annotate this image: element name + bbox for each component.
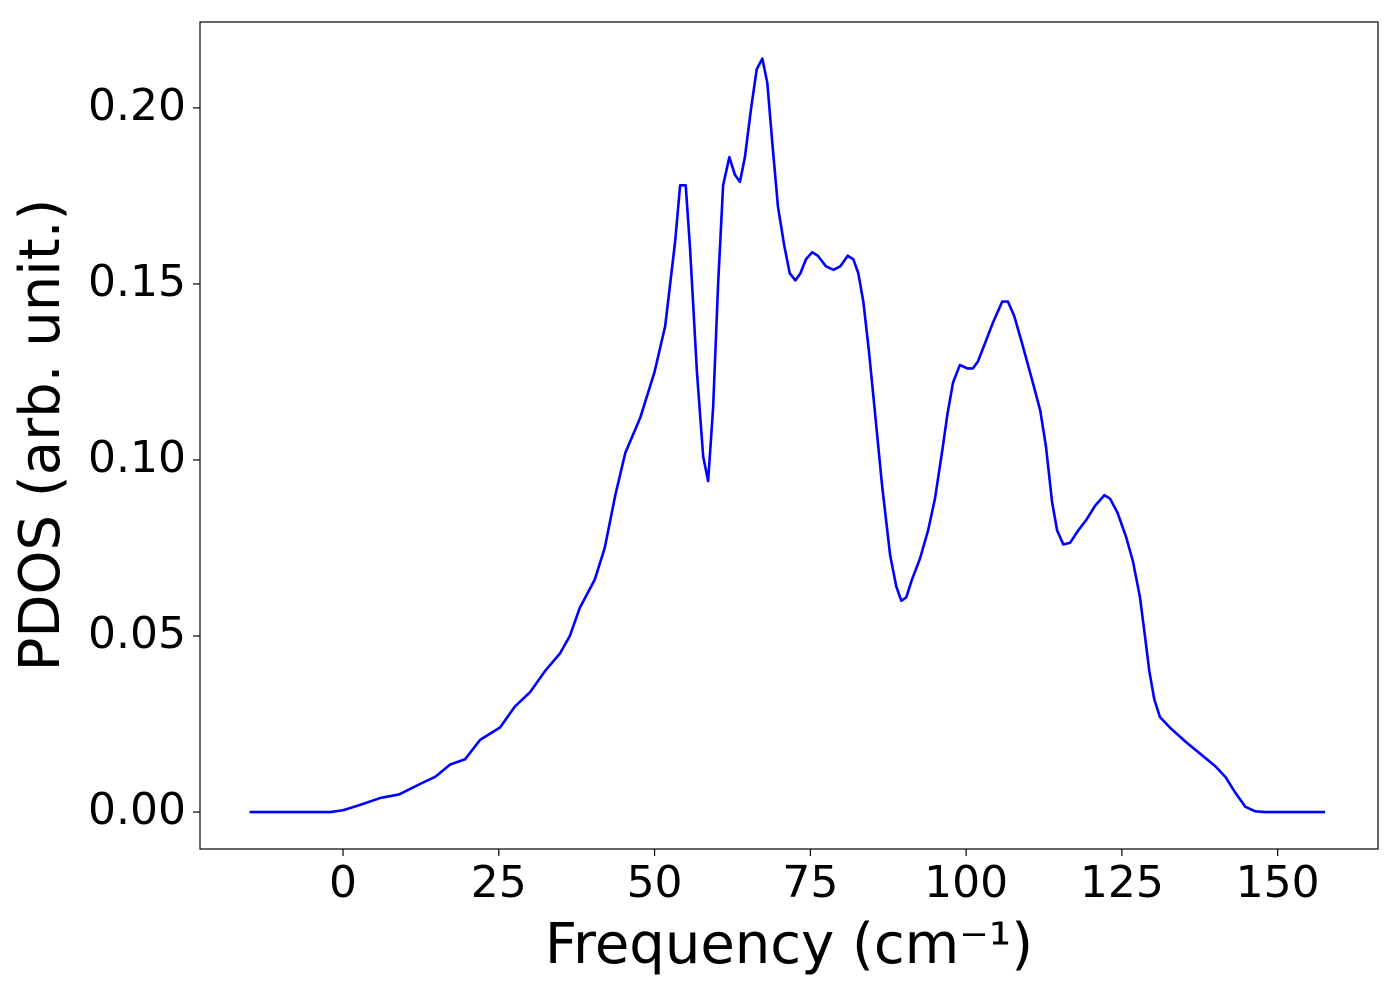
y-tick-label: 0.20 xyxy=(88,80,186,131)
y-tick-label: 0.15 xyxy=(88,256,186,307)
plot-frame xyxy=(199,21,1379,850)
x-tick-label: 150 xyxy=(1236,857,1320,908)
x-tick-label: 100 xyxy=(924,857,1008,908)
x-tick-label: 50 xyxy=(627,857,683,908)
pdos-line xyxy=(249,57,1326,814)
x-tick-label: 125 xyxy=(1080,857,1164,908)
x-tick-label: 0 xyxy=(329,857,357,908)
x-tick-label: 25 xyxy=(471,857,527,908)
y-tick-label: 0.05 xyxy=(88,608,186,659)
y-tick-label: 0.10 xyxy=(88,432,186,483)
y-tick-label: 0.00 xyxy=(88,784,186,835)
y-axis-label: PDOS (arb. unit.) xyxy=(8,199,73,672)
x-axis-label: Frequency (cm⁻¹) xyxy=(545,912,1033,977)
x-tick-label: 75 xyxy=(782,857,838,908)
